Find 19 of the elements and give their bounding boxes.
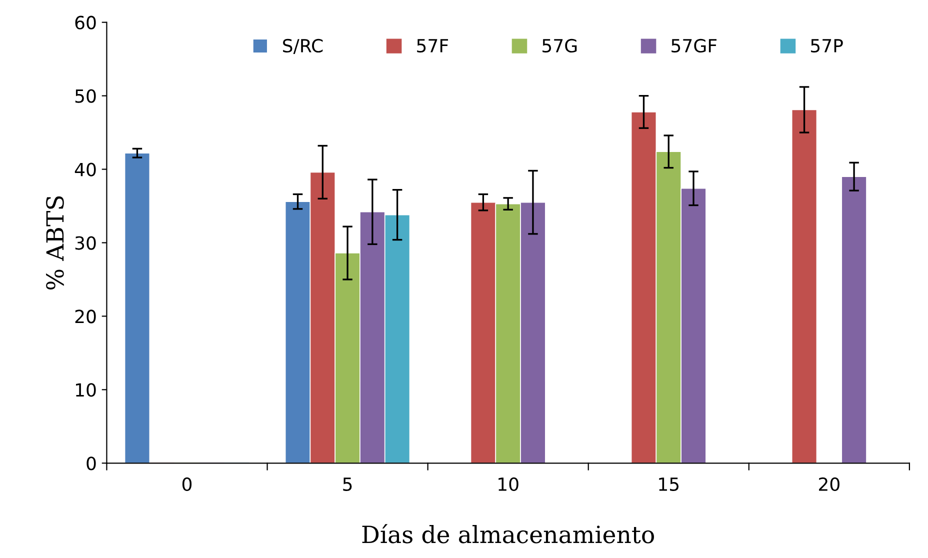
x-tick-label: 20 (819, 477, 840, 492)
x-tick-label: 15 (659, 478, 679, 492)
legend-label: 57G (542, 38, 577, 53)
legend-label: 57P (811, 39, 843, 53)
x-axis-title: Días de almacenamiento (362, 524, 654, 544)
y-tick-label: 10 (76, 383, 96, 397)
y-tick-label: 0 (86, 456, 96, 470)
y-axis-title: % ABTS (46, 196, 64, 290)
legend-label: 57GF (672, 38, 716, 53)
y-tick-label: 30 (75, 236, 96, 250)
y-tick-label: 60 (75, 16, 96, 30)
x-tick-label: 10 (498, 477, 518, 492)
x-tick-label: 5 (343, 478, 352, 492)
legend-label: 57F (417, 39, 448, 53)
y-tick-label: 40 (74, 162, 96, 176)
legend-label: S/RC (283, 38, 323, 54)
x-tick-label: 0 (182, 477, 192, 492)
y-tick-label: 20 (75, 310, 96, 324)
y-tick-label: 50 (75, 89, 96, 103)
